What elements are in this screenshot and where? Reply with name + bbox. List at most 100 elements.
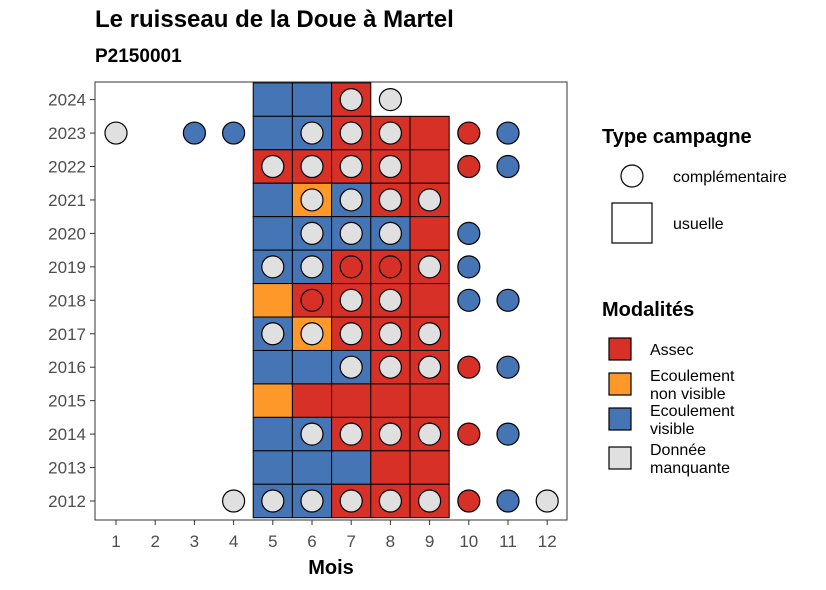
heat-cell bbox=[370, 450, 411, 485]
point-marker bbox=[339, 489, 363, 513]
point-marker bbox=[182, 121, 206, 145]
heat-cell bbox=[409, 149, 450, 184]
x-tick-label: 4 bbox=[229, 532, 238, 551]
point-marker bbox=[378, 322, 402, 346]
point-marker bbox=[261, 255, 285, 279]
legend-key-label: Assec bbox=[650, 342, 694, 359]
legend-modalites-title: Modalités bbox=[602, 299, 694, 321]
chart-title: Le ruisseau de la Doue à Martel bbox=[95, 6, 454, 33]
point-marker bbox=[457, 221, 481, 245]
y-tick-label: 2017 bbox=[48, 325, 86, 344]
point-marker bbox=[457, 355, 481, 379]
heat-cell bbox=[252, 115, 293, 151]
point-marker bbox=[378, 121, 402, 145]
x-tick-label: 7 bbox=[346, 532, 355, 551]
heat-cell bbox=[409, 283, 450, 318]
point-marker bbox=[418, 255, 442, 279]
point-marker bbox=[378, 489, 402, 513]
point-marker bbox=[300, 422, 324, 446]
heat-cell bbox=[291, 383, 333, 418]
point-marker bbox=[378, 221, 402, 245]
y-tick-label: 2024 bbox=[48, 91, 86, 110]
point-marker bbox=[457, 121, 481, 145]
y-axis: 2012 2013 2014 2015 2016 2017 2018 2019 2020 2021… bbox=[48, 91, 95, 511]
legend-key-label: Ecoulement bbox=[650, 403, 735, 420]
y-tick-label: 2015 bbox=[48, 392, 86, 411]
point-marker bbox=[300, 221, 324, 245]
legend-circle-icon bbox=[620, 164, 644, 188]
point-marker bbox=[378, 154, 402, 179]
x-tick-label: 6 bbox=[307, 532, 316, 551]
point-marker bbox=[339, 422, 363, 446]
point-marker bbox=[457, 489, 481, 513]
point-marker bbox=[378, 188, 402, 212]
heat-cell bbox=[291, 450, 333, 485]
point-marker bbox=[300, 188, 324, 212]
point-marker bbox=[300, 288, 324, 312]
point-marker bbox=[496, 355, 520, 379]
legend-key-label: visible bbox=[650, 421, 695, 438]
legend-key-label: non visible bbox=[650, 386, 726, 403]
x-axis: 1 2 3 4 5 6 7 8 9 10 11 12 bbox=[111, 520, 557, 551]
point-marker bbox=[457, 422, 481, 446]
plot-panel-border bbox=[94, 81, 568, 521]
point-marker bbox=[378, 288, 402, 312]
point-marker bbox=[300, 489, 324, 513]
heat-cell bbox=[291, 349, 333, 385]
legend-key-label: Donnée bbox=[650, 442, 706, 459]
heat-cell bbox=[409, 383, 450, 418]
y-tick-label: 2019 bbox=[48, 258, 86, 277]
point-marker bbox=[261, 489, 285, 513]
heat-cell bbox=[370, 383, 411, 418]
heat-cell bbox=[252, 349, 293, 385]
chart-subtitle: P2150001 bbox=[95, 46, 182, 67]
point-marker bbox=[339, 221, 363, 245]
point-marker bbox=[496, 154, 520, 179]
point-marker bbox=[418, 355, 442, 379]
x-tick-label: 9 bbox=[425, 532, 434, 551]
y-tick-label: 2014 bbox=[48, 425, 86, 444]
point-marker bbox=[378, 87, 402, 112]
heat-cell bbox=[252, 82, 293, 117]
point-marker bbox=[300, 121, 324, 145]
point-marker bbox=[418, 489, 442, 513]
x-axis-label: Mois bbox=[308, 557, 354, 579]
point-marker bbox=[339, 87, 363, 112]
point-marker bbox=[300, 154, 324, 179]
heat-cell bbox=[409, 450, 450, 485]
point-marker bbox=[457, 255, 481, 279]
legend-key-label: Ecoulement bbox=[650, 368, 735, 385]
point-marker bbox=[535, 489, 559, 513]
point-marker bbox=[300, 322, 324, 346]
y-tick-label: 2013 bbox=[48, 459, 86, 478]
point-marker bbox=[300, 255, 324, 279]
legend-key-swatch bbox=[608, 407, 632, 431]
point-marker bbox=[496, 121, 520, 145]
y-tick-label: 2023 bbox=[48, 124, 86, 143]
point-marker bbox=[418, 322, 442, 346]
point-marker bbox=[339, 288, 363, 312]
point-marker bbox=[339, 255, 363, 279]
heat-cell bbox=[291, 82, 333, 117]
point-marker bbox=[261, 322, 285, 346]
point-marker bbox=[339, 188, 363, 212]
point-marker bbox=[378, 255, 402, 279]
x-tick-label: 11 bbox=[499, 532, 517, 551]
heat-cell bbox=[331, 450, 372, 485]
heat-cell bbox=[252, 182, 293, 218]
complementary-campaign-points bbox=[104, 87, 559, 513]
point-marker bbox=[261, 154, 285, 179]
heat-cell bbox=[409, 115, 450, 151]
point-marker bbox=[457, 288, 481, 312]
point-marker bbox=[339, 355, 363, 379]
x-tick-label: 5 bbox=[268, 532, 277, 551]
legend-type-label: usuelle bbox=[673, 216, 724, 233]
y-tick-label: 2020 bbox=[48, 224, 86, 243]
x-tick-label: 3 bbox=[190, 532, 199, 551]
point-marker bbox=[418, 188, 442, 212]
x-tick-label: 8 bbox=[386, 532, 395, 551]
x-tick-label: 2 bbox=[150, 532, 159, 551]
heat-cell bbox=[331, 383, 372, 418]
y-tick-label: 2016 bbox=[48, 358, 86, 377]
legend-type-label: complémentaire bbox=[673, 169, 787, 186]
